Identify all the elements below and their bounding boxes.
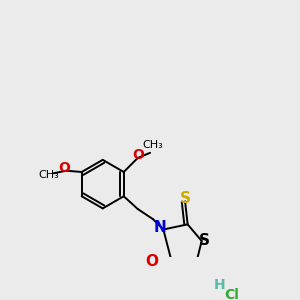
Text: S: S	[180, 191, 190, 206]
Text: O: O	[58, 160, 70, 175]
Text: CH₃: CH₃	[39, 169, 59, 179]
Text: CH₃: CH₃	[142, 140, 163, 150]
Text: O: O	[145, 254, 158, 269]
Text: N: N	[154, 220, 167, 235]
Text: H: H	[214, 278, 225, 292]
Text: O: O	[132, 148, 144, 162]
Text: Cl: Cl	[225, 288, 239, 300]
Text: S: S	[199, 233, 210, 248]
